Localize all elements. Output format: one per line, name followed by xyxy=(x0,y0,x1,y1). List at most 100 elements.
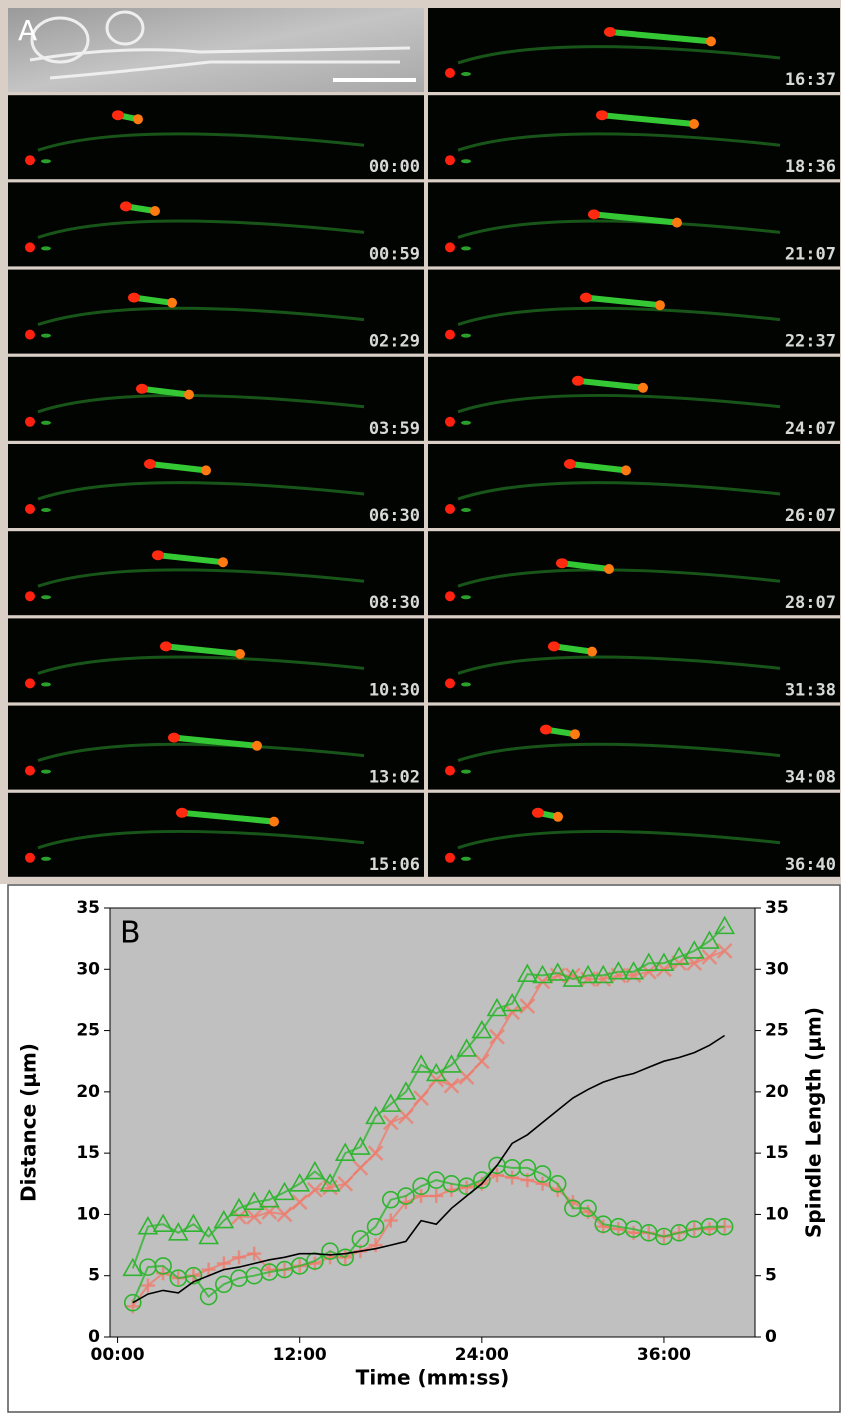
circle-marker xyxy=(154,1257,172,1275)
x-tick-label: 36:00 xyxy=(637,1345,691,1365)
x-marker xyxy=(246,1208,263,1225)
x-marker xyxy=(291,1194,308,1211)
triangle-marker xyxy=(122,1257,144,1277)
pole xyxy=(580,292,592,303)
spindle xyxy=(179,809,277,825)
triangle-marker xyxy=(410,1054,432,1073)
nucleus xyxy=(445,242,455,253)
pole xyxy=(553,811,563,822)
plus-marker xyxy=(201,1262,216,1277)
micrograph xyxy=(8,705,424,790)
y2-tick-label: 30 xyxy=(765,959,789,979)
triangle-marker xyxy=(274,1181,295,1201)
spot xyxy=(41,595,51,600)
timestamp: 10:30 xyxy=(369,680,420,700)
circle-marker xyxy=(366,1217,385,1236)
timestamp: 18:36 xyxy=(785,157,836,177)
pole xyxy=(556,558,568,569)
nucleus xyxy=(25,329,35,340)
triangle-marker xyxy=(152,1213,174,1233)
timestamp: 13:02 xyxy=(369,768,420,788)
circle-marker xyxy=(533,1165,552,1183)
timestamp: 08:30 xyxy=(369,593,420,613)
microtubule xyxy=(457,393,781,414)
microtubule xyxy=(457,481,781,501)
spot xyxy=(461,595,471,600)
spindle xyxy=(607,29,714,45)
x-marker xyxy=(716,943,733,959)
y2-tick-label: 15 xyxy=(765,1143,789,1163)
circle-marker xyxy=(199,1287,218,1306)
microtubule xyxy=(457,306,781,327)
y2-tick-label: 5 xyxy=(765,1266,777,1286)
circle-marker xyxy=(700,1217,719,1236)
panel-a: A 00:00 00:59 02:29 03:59 06:30 08:30 10:30 13:0… xyxy=(8,8,840,877)
y-tick-label: 10 xyxy=(76,1204,100,1224)
triangle-marker xyxy=(137,1216,159,1235)
y-tick-label: 0 xyxy=(88,1327,100,1347)
series-line xyxy=(132,1034,726,1304)
x-marker xyxy=(306,1182,323,1198)
spot xyxy=(41,769,51,774)
plus-marker xyxy=(505,1170,520,1185)
nucleus xyxy=(25,242,35,253)
nucleus xyxy=(25,678,35,689)
plus-marker xyxy=(216,1256,231,1271)
micrograph xyxy=(428,356,840,441)
pole xyxy=(150,206,160,216)
plus-marker xyxy=(247,1246,262,1261)
y2-tick-label: 20 xyxy=(765,1082,789,1102)
timestamp: 21:07 xyxy=(785,244,836,264)
nucleus xyxy=(25,765,35,776)
spot xyxy=(41,856,51,861)
plus-marker xyxy=(702,1222,717,1237)
circle-marker xyxy=(123,1293,142,1312)
pole xyxy=(655,300,665,311)
microtubule xyxy=(37,481,365,501)
nucleus xyxy=(25,591,35,602)
spot xyxy=(461,682,471,687)
y2-tick-label: 0 xyxy=(765,1327,777,1347)
plus-marker xyxy=(414,1189,429,1204)
micrograph xyxy=(8,618,424,703)
microtubule xyxy=(457,742,781,763)
timestamp: 34:08 xyxy=(785,768,836,788)
triangle-marker xyxy=(395,1081,417,1100)
microtubule xyxy=(457,219,781,239)
spindle xyxy=(139,385,192,398)
pole xyxy=(168,732,180,743)
triangle-marker xyxy=(167,1222,189,1241)
triangle-marker xyxy=(562,968,584,987)
circle-marker xyxy=(473,1171,491,1189)
pole xyxy=(621,465,631,476)
pole xyxy=(564,459,576,469)
microtubule xyxy=(37,306,365,327)
x-marker xyxy=(398,1108,414,1125)
y-tick-label: 5 xyxy=(88,1266,100,1286)
plus-marker xyxy=(611,1222,626,1237)
pole xyxy=(136,383,148,394)
pole xyxy=(548,641,560,652)
triangle-marker xyxy=(198,1225,220,1245)
micrograph xyxy=(428,618,840,703)
y2-axis-label: Spindle Length (μm) xyxy=(802,1007,826,1238)
triangle-marker xyxy=(608,961,629,980)
spot xyxy=(461,508,471,512)
spindle xyxy=(559,560,612,572)
x-marker xyxy=(534,973,551,990)
circle-marker xyxy=(351,1230,370,1248)
circle-marker xyxy=(457,1177,476,1196)
pole xyxy=(160,641,172,652)
pole xyxy=(176,807,188,818)
y-axis-label: Distance (μm) xyxy=(17,1043,41,1202)
plus-marker xyxy=(490,1168,504,1183)
pole xyxy=(167,297,177,308)
nucleus xyxy=(445,678,455,689)
micrograph xyxy=(428,444,840,528)
pole xyxy=(144,459,156,469)
timestamp: 15:06 xyxy=(369,855,420,875)
circle-marker xyxy=(518,1159,537,1177)
nucleus xyxy=(445,329,455,340)
micrograph xyxy=(428,182,840,267)
